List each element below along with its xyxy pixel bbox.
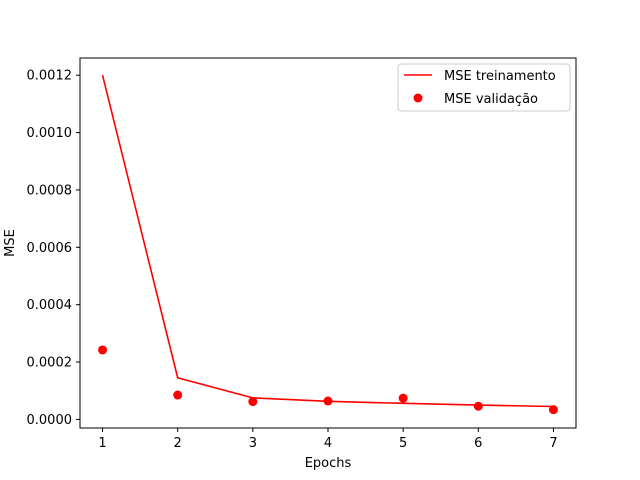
y-tick-label: 0.0010: [27, 126, 73, 141]
series-point-validacao: [473, 401, 483, 411]
series-point-validacao: [398, 393, 408, 403]
legend-label-treinamento: MSE treinamento: [444, 69, 556, 84]
plot-frame: [79, 57, 577, 429]
x-axis-ticks: 1 2 3 4 5 6 7: [98, 428, 558, 451]
y-axis-ticks: 0.0000 0.0002 0.0004 0.0006 0.0008 0.0010 0.00…: [27, 69, 80, 428]
chart-marks: [98, 75, 558, 415]
y-tick-label: 0.0000: [27, 413, 73, 428]
x-tick-label: 6: [474, 436, 482, 451]
legend: MSE treinamento MSE validação: [397, 63, 571, 112]
series-point-validacao: [98, 345, 108, 355]
series-point-validacao: [173, 390, 183, 400]
series-point-validacao: [323, 396, 333, 406]
y-tick-label: 0.0006: [27, 241, 73, 256]
x-tick-label: 2: [174, 436, 182, 451]
y-tick-label: 0.0012: [27, 69, 73, 84]
y-tick-label: 0.0002: [27, 356, 73, 371]
plot-area: [80, 58, 576, 428]
y-tick-label: 0.0008: [27, 183, 73, 198]
y-tick-label: 0.0004: [27, 298, 73, 313]
x-axis-label: Epochs: [305, 456, 352, 471]
legend-box: [397, 63, 571, 112]
series-point-validacao: [548, 405, 558, 415]
x-tick-label: 7: [549, 436, 557, 451]
y-axis-label: MSE: [3, 229, 18, 257]
x-tick-label: 3: [249, 436, 257, 451]
series-point-validacao: [248, 397, 258, 407]
legend-label-validacao: MSE validação: [444, 92, 538, 107]
x-tick-label: 1: [98, 436, 106, 451]
x-tick-label: 4: [324, 436, 332, 451]
x-tick-label: 5: [399, 436, 407, 451]
legend-marker-swatch: [413, 93, 423, 103]
